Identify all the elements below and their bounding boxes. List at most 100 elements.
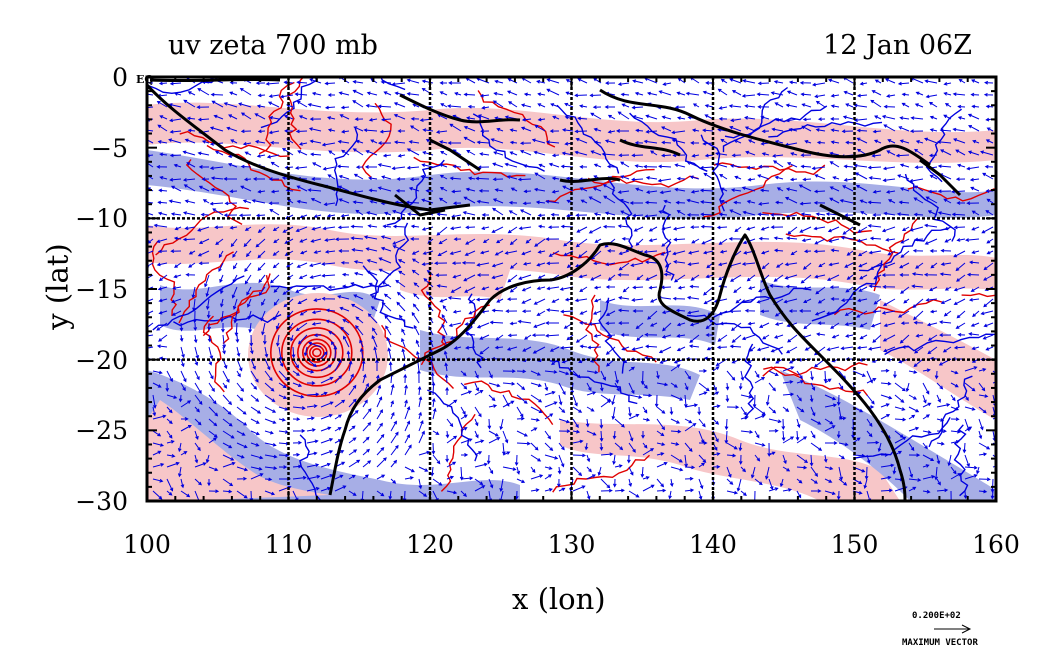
wind-vector	[628, 430, 634, 442]
wind-vector	[505, 309, 518, 314]
wind-vector	[864, 466, 869, 480]
wind-vector	[754, 414, 766, 420]
wind-vector	[197, 88, 210, 96]
wind-vector	[842, 185, 854, 192]
wind-vector	[670, 466, 684, 472]
wind-vector	[296, 199, 308, 204]
wind-vector	[377, 141, 392, 145]
wind-vector	[900, 187, 910, 192]
wind-vector	[459, 466, 464, 481]
wind-vector	[550, 212, 560, 217]
wind-vector	[365, 150, 378, 156]
wind-vector	[530, 442, 539, 451]
wind-vector	[858, 250, 868, 257]
wind-vector	[152, 370, 163, 375]
wind-vector	[972, 310, 980, 318]
wind-vector	[171, 298, 182, 304]
wind-vector	[784, 274, 798, 280]
wind-vector	[729, 78, 742, 84]
wind-vector	[950, 370, 959, 375]
y-tick-label: −15	[75, 275, 128, 304]
wind-vector	[632, 285, 644, 290]
wind-vector	[465, 238, 476, 245]
vorticity-contour	[202, 273, 271, 337]
wind-vector	[320, 351, 328, 360]
wind-vector	[746, 165, 756, 170]
wind-vector	[761, 250, 770, 255]
wind-vector	[628, 478, 633, 487]
wind-vector	[222, 454, 235, 461]
wind-vector	[860, 211, 868, 216]
wind-vector	[641, 431, 645, 439]
wind-vector	[496, 298, 504, 303]
wind-vector	[325, 308, 336, 313]
wind-vector	[298, 274, 308, 279]
wind-vector	[231, 286, 238, 299]
wind-vector	[355, 165, 364, 170]
wind-vector	[729, 125, 742, 132]
wind-vector	[488, 478, 494, 489]
wind-vector	[222, 478, 234, 487]
wind-vector	[617, 308, 630, 313]
wind-vector	[368, 282, 378, 288]
wind-vector	[588, 226, 602, 234]
wind-vector	[391, 166, 406, 171]
wind-vector	[575, 137, 588, 144]
wind-vector	[612, 454, 616, 465]
wind-vector	[278, 417, 286, 422]
wind-vector	[926, 322, 938, 327]
wind-vector	[894, 394, 905, 403]
plot-timestamp: 12 Jan 06Z	[823, 30, 972, 61]
wind-vector	[152, 450, 162, 456]
wind-vector	[620, 333, 630, 337]
wind-vector	[173, 236, 182, 241]
wind-vector	[738, 442, 743, 452]
wind-vector	[169, 118, 182, 123]
wind-vector	[922, 368, 931, 373]
wind-vector	[461, 260, 476, 265]
wind-vector	[350, 224, 364, 229]
wind-vector	[368, 188, 378, 193]
wind-vector	[698, 418, 706, 428]
wind-vector	[593, 212, 602, 216]
wind-vector	[740, 406, 747, 416]
wind-vector	[516, 416, 525, 421]
vorticity-contour	[362, 265, 414, 329]
wind-vector	[474, 485, 486, 492]
wind-vector	[883, 104, 896, 109]
wind-vector	[915, 262, 924, 269]
wind-vector	[880, 368, 890, 373]
wind-vector	[157, 211, 168, 216]
wind-vector	[914, 237, 924, 242]
wind-vector	[640, 466, 645, 478]
wind-vector	[222, 370, 230, 383]
wind-vector	[827, 78, 840, 84]
wind-vector	[786, 90, 798, 96]
wind-vector	[717, 262, 728, 267]
wind-vector	[365, 247, 378, 252]
wind-vector	[509, 262, 518, 269]
wind-vector	[408, 186, 420, 192]
wind-vector	[676, 91, 686, 96]
wind-vector	[521, 250, 532, 256]
wind-vector	[502, 400, 515, 408]
wind-vector	[355, 316, 364, 324]
vorticity-contour	[661, 204, 675, 281]
wind-vector	[521, 286, 532, 292]
wind-vector	[963, 490, 968, 500]
vorticity-contour	[961, 292, 996, 298]
wind-vector	[978, 477, 991, 482]
wind-vector	[929, 115, 938, 120]
wind-vector	[845, 334, 854, 338]
wind-vector	[758, 164, 770, 169]
wind-vector	[158, 188, 168, 193]
wind-vector	[922, 442, 928, 450]
wind-vector	[572, 485, 586, 492]
wind-vector	[829, 151, 840, 156]
wind-vector	[509, 286, 518, 293]
wind-vector	[544, 390, 556, 396]
wind-vector	[844, 322, 854, 326]
wind-vector	[687, 262, 700, 266]
wind-vector	[950, 466, 957, 475]
wind-vector	[236, 358, 243, 372]
